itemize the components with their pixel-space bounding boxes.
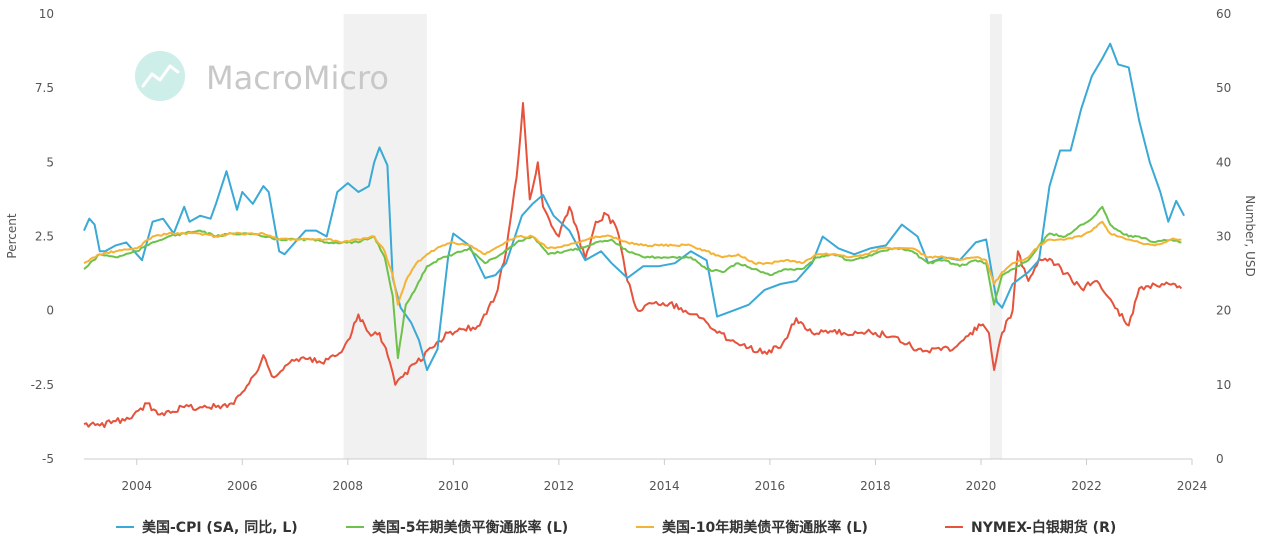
series-lines bbox=[83, 42, 1185, 429]
left-tick-label: 2.5 bbox=[35, 230, 54, 244]
series-line-2 bbox=[83, 220, 1182, 306]
legend-label: 美国-10年期美债平衡通胀率 (L) bbox=[662, 519, 868, 536]
right-tick-label: 50 bbox=[1216, 81, 1231, 95]
recession-band-0 bbox=[343, 14, 427, 459]
x-tick-label: 2018 bbox=[860, 479, 891, 493]
legend-label: 美国-5年期美债平衡通胀率 (L) bbox=[372, 519, 568, 536]
left-tick-label: 5 bbox=[46, 155, 54, 169]
right-tick-label: 10 bbox=[1216, 378, 1231, 392]
right-tick-label: 40 bbox=[1216, 155, 1231, 169]
left-axis-ticks: -5 -2.5 0 2.5 5 7.5 10 bbox=[31, 7, 54, 466]
watermark-logo-chart-icon bbox=[141, 64, 180, 88]
right-axis-ticks: 0 10 20 30 40 50 60 bbox=[1216, 7, 1231, 466]
x-tick-label: 2008 bbox=[333, 479, 364, 493]
x-tick-label: 2020 bbox=[966, 479, 997, 493]
legend-label: NYMEX-白银期货 (R) bbox=[971, 519, 1116, 536]
recession-band-1 bbox=[989, 14, 1003, 459]
x-tick-label: 2016 bbox=[755, 479, 786, 493]
x-tick-label: 2022 bbox=[1071, 479, 1102, 493]
right-tick-label: 60 bbox=[1216, 7, 1231, 21]
left-tick-label: -2.5 bbox=[31, 378, 54, 392]
x-tick-label: 2012 bbox=[544, 479, 575, 493]
left-axis-title: Percent bbox=[5, 213, 19, 258]
x-tick-label: 2024 bbox=[1177, 479, 1208, 493]
right-tick-label: 0 bbox=[1216, 452, 1224, 466]
left-tick-label: 7.5 bbox=[35, 81, 54, 95]
watermark: MacroMicro bbox=[135, 51, 389, 101]
recession-bands bbox=[343, 14, 1003, 459]
series-line-1 bbox=[83, 205, 1182, 360]
left-tick-label: 0 bbox=[46, 304, 54, 318]
right-tick-label: 20 bbox=[1216, 304, 1231, 318]
x-axis-ticks: 2004 2006 2008 2010 2012 2014 2016 2018 2020 2022… bbox=[121, 459, 1207, 493]
watermark-text: MacroMicro bbox=[206, 59, 389, 97]
x-tick-label: 2014 bbox=[649, 479, 680, 493]
watermark-logo-icon bbox=[135, 51, 185, 101]
series-line-0 bbox=[83, 42, 1185, 371]
right-axis-title: Number, USD bbox=[1243, 195, 1257, 276]
series-line-3 bbox=[83, 102, 1183, 429]
legend-label: 美国-CPI (SA, 同比, L) bbox=[142, 519, 298, 536]
legend: 美国-CPI (SA, 同比, L) 美国-5年期美债平衡通胀率 (L) 美国-10… bbox=[116, 519, 1116, 536]
left-tick-label: -5 bbox=[42, 452, 54, 466]
x-tick-label: 2004 bbox=[121, 479, 152, 493]
x-tick-label: 2010 bbox=[438, 479, 469, 493]
right-tick-label: 30 bbox=[1216, 230, 1231, 244]
left-tick-label: 10 bbox=[39, 7, 54, 21]
x-tick-label: 2006 bbox=[227, 479, 258, 493]
